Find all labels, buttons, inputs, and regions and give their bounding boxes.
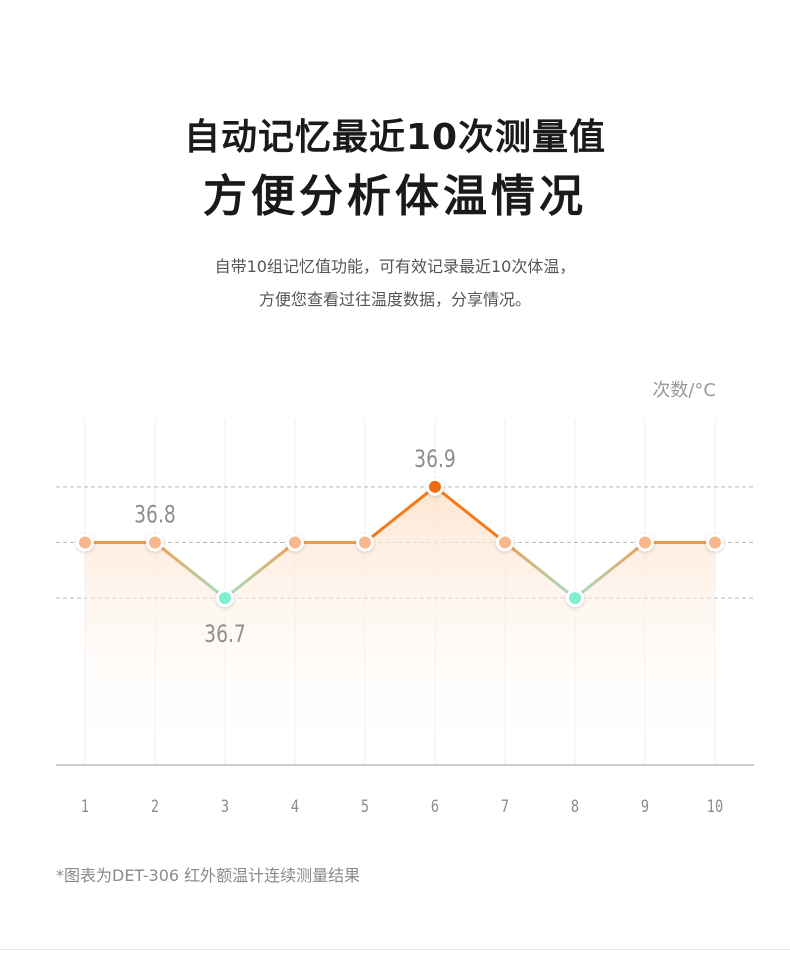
- series-line-segment: [433, 485, 507, 544]
- bottom-divider: [0, 949, 790, 950]
- footnote: *图表为DET-306 红外额温计连续测量结果: [56, 866, 361, 885]
- data-value-label: 36.7: [204, 621, 246, 649]
- data-point-dot: [359, 536, 371, 549]
- point-layer: [76, 477, 724, 608]
- data-point: [286, 533, 304, 552]
- x-tick-label: 8: [571, 797, 579, 817]
- page-title-line-1: 自动记忆最近10次测量值: [183, 117, 607, 158]
- data-value-label: 36.9: [414, 446, 456, 474]
- temperature-line-chart: 1 2 3 4 5 6 7 8 9 10 36.8 36.7 36.9: [56, 420, 754, 817]
- x-tick-label: 6: [431, 797, 439, 817]
- x-tick-label: 2: [151, 797, 159, 817]
- x-tick-label: 4: [291, 797, 299, 817]
- chart-unit-label: 次数/°C: [652, 380, 716, 401]
- series-line-segment: [153, 540, 227, 600]
- description-line-2: 方便您查看过往温度数据，分享情况。: [258, 290, 531, 309]
- x-tick-label: 7: [501, 797, 509, 817]
- series-line-segment: [573, 540, 647, 600]
- data-point-dot: [289, 536, 301, 549]
- area-layer: [85, 486, 715, 765]
- data-point: [146, 533, 164, 552]
- data-point-dot: [429, 480, 441, 493]
- data-point-dot: [219, 592, 231, 605]
- data-point: [636, 533, 654, 552]
- x-tick-label: 5: [361, 797, 369, 817]
- page-title-line-2: 方便分析体温情况: [203, 171, 587, 222]
- data-point: [566, 589, 584, 608]
- data-point: [356, 533, 374, 552]
- line-layer: [83, 485, 717, 600]
- data-point-dot: [149, 536, 161, 549]
- x-tick-label: 9: [641, 797, 649, 817]
- series-line-segment: [363, 485, 437, 544]
- data-point-dot: [79, 536, 91, 549]
- data-point: [706, 533, 724, 552]
- data-point: [496, 533, 514, 552]
- data-point: [426, 477, 444, 496]
- label-layer: 1 2 3 4 5 6 7 8 9 10 36.8 36.7 36.9: [81, 446, 723, 817]
- area-fill: [85, 486, 715, 765]
- x-tick-label: 3: [221, 797, 229, 817]
- data-point: [216, 589, 234, 608]
- x-tick-label: 10: [707, 797, 723, 817]
- data-point-dot: [709, 536, 721, 549]
- data-point-dot: [569, 592, 581, 605]
- x-tick-label: 1: [81, 797, 89, 817]
- series-line-segment: [503, 540, 577, 600]
- series-line-segment: [223, 540, 297, 600]
- description-line-1: 自带10组记忆值功能，可有效记录最近10次体温，: [214, 257, 576, 276]
- data-point: [76, 533, 94, 552]
- data-value-label: 36.8: [134, 501, 176, 529]
- data-point-dot: [639, 536, 651, 549]
- data-point-dot: [499, 536, 511, 549]
